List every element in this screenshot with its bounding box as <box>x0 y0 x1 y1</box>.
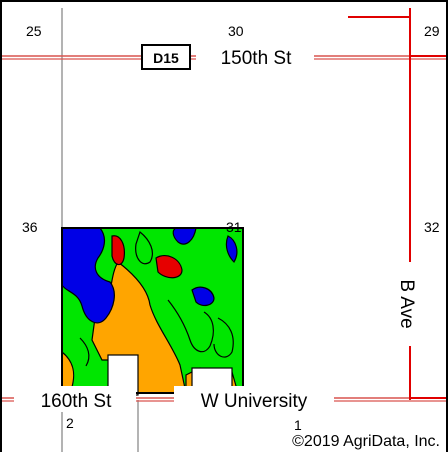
road-label-south-right: W University <box>201 391 308 412</box>
road-north-label-bg <box>196 44 314 70</box>
soil-contour-c <box>213 317 234 358</box>
road-label-north: 150th St <box>221 48 292 69</box>
road-south-right-label-bg <box>174 386 334 412</box>
road-label-east: B Ave <box>396 279 417 328</box>
section-number-25: 25 <box>26 23 42 39</box>
soil-blue-east <box>225 235 238 263</box>
field <box>61 227 244 397</box>
soil-blue-west <box>61 227 115 324</box>
copyright-text: ©2019 AgriData, Inc. <box>292 433 440 450</box>
soil-red-west <box>111 235 125 266</box>
road-label-south-left: 160th St <box>41 391 112 412</box>
highway-shield-label: D15 <box>153 50 179 66</box>
section-number-31: 31 <box>226 219 242 235</box>
soil-blue-north <box>172 227 197 245</box>
section-number-2: 2 <box>66 415 74 431</box>
soil-contour-b <box>167 299 214 353</box>
field-outline <box>61 227 244 394</box>
highway-shield <box>141 44 191 70</box>
soil-blue-mid <box>191 286 215 307</box>
section-number-1: 1 <box>294 417 302 433</box>
road-east-label-bg <box>392 262 422 346</box>
section-number-29: 29 <box>424 23 440 39</box>
section-number-30: 30 <box>228 23 244 39</box>
soil-contour-a <box>135 230 153 265</box>
soil-red-center <box>155 255 183 279</box>
road-south-left-label-bg <box>14 386 136 412</box>
section-number-36: 36 <box>22 219 38 235</box>
soil-contour-d <box>79 337 90 367</box>
section-number-32: 32 <box>424 219 440 235</box>
